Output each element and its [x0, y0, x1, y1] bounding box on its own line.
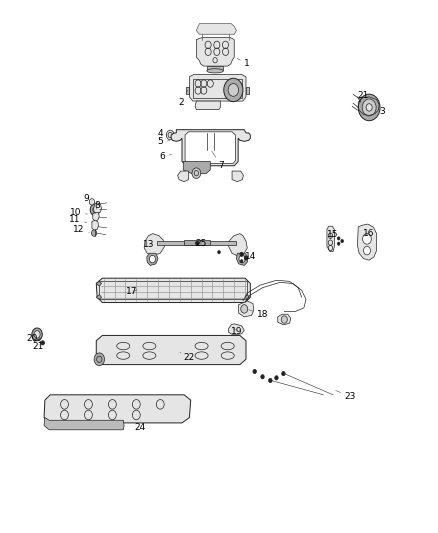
Text: 25: 25 [195, 239, 206, 248]
Text: 2: 2 [178, 90, 188, 107]
Text: 21: 21 [33, 342, 44, 351]
Text: 10: 10 [70, 208, 88, 217]
Circle shape [281, 316, 287, 323]
Text: 5: 5 [157, 138, 170, 147]
Circle shape [149, 255, 155, 263]
Polygon shape [96, 278, 251, 303]
Text: 17: 17 [126, 287, 138, 296]
Polygon shape [178, 171, 188, 182]
Polygon shape [96, 335, 246, 365]
Bar [99, 281, 247, 300]
Circle shape [358, 94, 380, 120]
Circle shape [241, 305, 248, 313]
Circle shape [364, 246, 371, 255]
Text: 11: 11 [69, 215, 87, 224]
Circle shape [253, 369, 256, 374]
Text: 4: 4 [157, 130, 167, 139]
Text: 21: 21 [357, 91, 368, 100]
Text: 23: 23 [336, 391, 356, 401]
Polygon shape [189, 75, 246, 101]
Circle shape [92, 230, 97, 236]
Circle shape [34, 330, 40, 338]
Bar [193, 79, 242, 98]
Polygon shape [44, 418, 124, 430]
Circle shape [228, 84, 239, 96]
Circle shape [362, 99, 376, 116]
Text: 16: 16 [364, 229, 375, 238]
Circle shape [337, 242, 340, 245]
Polygon shape [207, 66, 223, 70]
Circle shape [32, 328, 42, 341]
Text: 3: 3 [379, 107, 385, 116]
Circle shape [282, 372, 285, 376]
Text: 13: 13 [143, 240, 154, 249]
Circle shape [341, 239, 343, 243]
Polygon shape [44, 395, 191, 423]
Circle shape [268, 378, 272, 383]
Circle shape [366, 104, 372, 111]
Circle shape [261, 375, 264, 379]
Polygon shape [229, 233, 247, 256]
Text: 6: 6 [159, 152, 172, 161]
Circle shape [89, 199, 95, 205]
Text: 20: 20 [26, 334, 38, 343]
Polygon shape [357, 224, 377, 260]
Polygon shape [94, 203, 102, 214]
Text: 8: 8 [94, 201, 100, 210]
Ellipse shape [207, 69, 223, 73]
Polygon shape [229, 324, 244, 335]
Circle shape [244, 256, 248, 260]
Polygon shape [327, 226, 334, 252]
Polygon shape [239, 301, 254, 317]
Text: 14: 14 [245, 253, 256, 262]
Text: 19: 19 [231, 327, 242, 336]
Polygon shape [245, 295, 250, 300]
Polygon shape [232, 171, 244, 182]
Text: 12: 12 [73, 225, 89, 234]
Circle shape [192, 168, 201, 179]
Circle shape [363, 233, 371, 244]
Circle shape [275, 376, 278, 380]
Polygon shape [171, 130, 251, 166]
Text: 9: 9 [83, 194, 92, 203]
Polygon shape [147, 253, 158, 265]
Polygon shape [96, 295, 102, 300]
Polygon shape [278, 314, 291, 325]
Bar [184, 240, 210, 245]
Circle shape [94, 353, 105, 366]
Circle shape [337, 237, 340, 240]
Text: 7: 7 [212, 151, 224, 170]
Circle shape [41, 341, 45, 345]
Polygon shape [144, 233, 165, 256]
Polygon shape [157, 241, 237, 245]
Polygon shape [96, 281, 102, 286]
Circle shape [224, 78, 243, 102]
Polygon shape [93, 213, 99, 221]
Polygon shape [92, 220, 99, 230]
Polygon shape [184, 161, 210, 174]
Circle shape [240, 252, 244, 256]
Circle shape [239, 255, 245, 263]
Polygon shape [196, 37, 234, 66]
Polygon shape [246, 87, 250, 94]
Polygon shape [185, 132, 236, 164]
Polygon shape [186, 87, 189, 94]
Circle shape [166, 130, 174, 140]
Polygon shape [237, 253, 248, 265]
Circle shape [90, 204, 100, 216]
Text: 15: 15 [327, 230, 339, 239]
Circle shape [195, 241, 199, 245]
Text: 18: 18 [249, 310, 268, 319]
Text: 22: 22 [180, 352, 195, 362]
Text: 24: 24 [134, 420, 145, 432]
Polygon shape [195, 101, 220, 110]
Circle shape [218, 251, 220, 254]
Circle shape [240, 260, 243, 263]
Text: 1: 1 [237, 59, 250, 68]
Polygon shape [196, 23, 237, 34]
